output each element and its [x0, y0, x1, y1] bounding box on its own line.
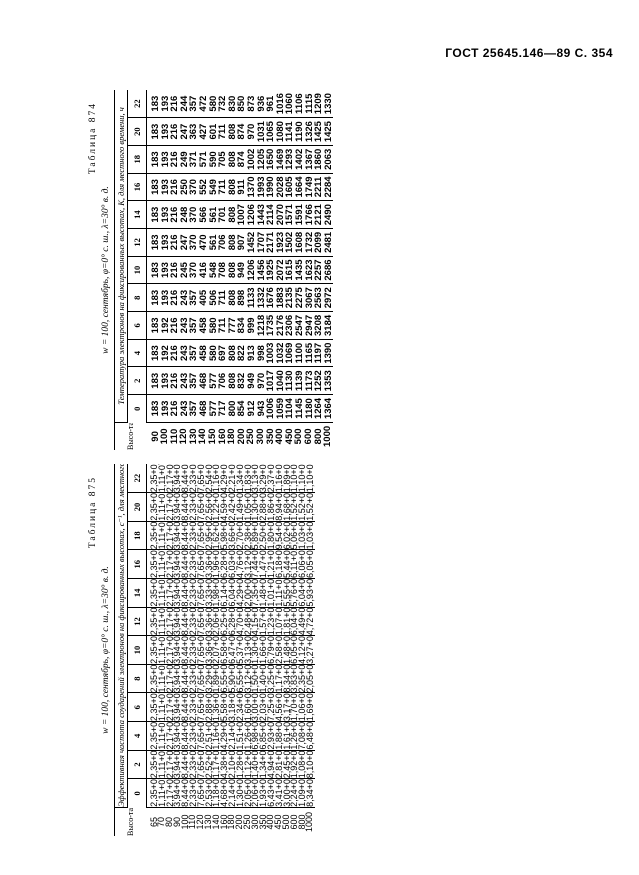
table-cell-value: 6,05+01: [304, 549, 315, 579]
time-column-header: 2: [127, 366, 147, 395]
table-body-row: 65 70 80 90 100 110 120 130 140 160 180 200 250 300 35…: [146, 464, 315, 836]
time-column-header: 6: [127, 692, 147, 722]
time-column-header: 8: [127, 283, 147, 312]
table-cell-value: 6,48+01: [304, 721, 315, 750]
time-values-cell: 2,35+07 1,11+07 2,17+06 3,94+05 8,44+04 2,33+…: [146, 692, 315, 722]
time-values-cell: 183 193 216 243 357 468 577 717 800 854 912 943 1006…: [146, 394, 334, 423]
table-cell-value: 1,69+01: [304, 692, 315, 722]
table-875-subcaption: w = 100, сентябрь, φ=0° с. ш., λ=30° в. …: [101, 566, 111, 734]
table-cell-value: 1425: [322, 121, 334, 143]
time-column-header: 22: [127, 464, 147, 493]
time-column-header: 4: [127, 339, 147, 367]
height-value: 1000: [322, 425, 334, 447]
table-cell-value: 2972: [322, 287, 334, 309]
table-cell-value: 4,72+01: [304, 607, 315, 636]
time-values-cell: 2,35+07 1,11+07 2,17+06 3,94+05 8,44+04 2,33+…: [146, 778, 315, 808]
height-column-header: Высо-та, км: [114, 807, 147, 836]
time-values-cell: 183 193 216 247 363 427 601 711 808 874 970 1031 106…: [146, 117, 334, 146]
table-875-description: Эффективная частота соударений электроно…: [114, 464, 128, 808]
time-values-cell: 2,35+07 1,11+07 2,17+06 3,94+05 8,44+04 2,33+…: [146, 750, 315, 779]
table-874-subcaption: w = 100, сентябрь, φ=0° с. ш., λ=30° в. …: [101, 186, 111, 354]
time-values-cell: 183 193 216 250 370 552 549 711 808 911 1370 1993 19…: [146, 173, 334, 201]
time-column-header: 18: [127, 521, 147, 550]
table-cell-value: 5,93+01: [304, 578, 315, 607]
time-column-header: 4: [127, 721, 147, 751]
time-values-cell: 183 193 216 243 357 468 577 706 808 832 949 970 1017…: [146, 366, 334, 395]
table-cell-value: 8,34+01: [304, 778, 315, 807]
time-column-header: 12: [127, 228, 147, 257]
time-column-header: 2: [127, 750, 147, 779]
table-cell-value: 2284: [322, 176, 334, 198]
table-874-block: Таблица 874 w = 100, сентябрь, φ=0° с. ш…: [88, 90, 608, 450]
time-column-header: 16: [127, 549, 147, 579]
time-values-cell: 2,35+07 1,11+07 2,17+06 3,94+05 8,44+04 2,33+…: [146, 464, 315, 493]
table-cell-value: 3,27+01: [304, 635, 315, 664]
table-875-block: Таблица 875 w = 100, сентябрь, φ=0° с. ш…: [88, 464, 608, 836]
table-cell-value: 1353: [322, 370, 334, 392]
time-values-cell: 183 192 216 243 357 458 580 697 808 822 913 998 1003…: [146, 339, 334, 367]
time-column-header: 0: [127, 394, 147, 423]
time-column-header: 14: [127, 200, 147, 229]
time-column-header: 0: [127, 778, 147, 808]
height-values-cell: 90 100 110 120 130 140 150 160 180 200 250 300 350 40…: [147, 422, 334, 450]
time-values-cell: 2,35+07 1,11+07 2,17+06 3,94+05 8,44+04 2,33+…: [146, 607, 315, 636]
time-values-cell: 2,35+07 1,11+07 2,17+06 3,94+05 8,44+04 2,33+…: [146, 635, 315, 665]
table-875: Высо-та, км Эффективная частота соударен…: [114, 464, 315, 836]
table-cell-value: 2063: [322, 148, 334, 170]
time-column-header: 22: [127, 90, 147, 118]
time-column-header: 8: [127, 664, 147, 693]
table-cell-value: 1,52+02: [304, 492, 315, 521]
time-column-header: 12: [127, 607, 147, 636]
table-cell-value: 3184: [322, 314, 334, 336]
time-column-header: 18: [127, 145, 147, 174]
table-cell-value: 2,05+01: [304, 664, 315, 693]
time-column-header: 20: [127, 117, 147, 146]
height-value: 1000: [304, 811, 315, 832]
page-header: ГОСТ 25645.146—89 С. 354: [445, 46, 613, 60]
table-cell-value: 1,10+02: [304, 464, 315, 493]
time-values-cell: 183 193 216 248 370 566 561 701 808 1007 1206 1443 2…: [146, 200, 334, 229]
table-874-description: Температура электронов на фиксированных …: [114, 90, 128, 423]
table-875-caption: Таблица 875: [88, 476, 98, 549]
table-cell-value: 8,10+01: [304, 750, 315, 779]
table-cell-value: 1364: [322, 397, 334, 420]
time-column-header: 20: [127, 492, 147, 522]
time-values-cell: 2,35+07 1,11+07 2,17+06 3,94+05 8,44+04 2,33+…: [146, 578, 315, 608]
time-values-cell: 183 193 216 245 370 416 548 708 808 949 1206 1456 19…: [146, 256, 334, 284]
time-column-header: 10: [127, 256, 147, 284]
time-values-cell: 183 192 216 243 357 458 580 711 777 834 999 1218 173…: [146, 311, 334, 340]
table-874-caption: Таблица 874: [88, 102, 98, 175]
table-body-row: 90 100 110 120 130 140 150 160 180 200 250 300 350 40…: [146, 90, 334, 450]
table-cell-value: 2686: [322, 259, 334, 281]
time-values-cell: 2,35+07 1,11+07 2,17+06 3,94+05 8,44+04 2,33+…: [146, 492, 315, 522]
time-values-cell: 183 193 216 249 371 571 590 705 808 874 1002 1205 16…: [146, 145, 334, 174]
height-values-cell: 65 70 80 90 100 110 120 130 140 160 180 200 250 300 35…: [147, 807, 315, 836]
table-cell-value: 1330: [322, 93, 334, 115]
table-cell-value: 1,03+02: [304, 521, 315, 550]
time-column-header: 10: [127, 635, 147, 665]
table-874: Высо-та, км Температура электронов на фи…: [114, 90, 334, 450]
time-column-header: 14: [127, 578, 147, 608]
time-values-cell: 2,35+07 1,11+07 2,17+06 3,94+05 8,44+04 2,33+…: [146, 664, 315, 693]
time-values-cell: 183 193 216 247 370 470 561 706 808 907 1452 1707 21…: [146, 228, 334, 257]
time-values-cell: 2,35+07 1,11+07 2,17+06 3,94+05 8,44+04 2,33+…: [146, 521, 315, 550]
time-values-cell: 183 193 216 244 357 472 580 732 830 850 873 936 961 1…: [146, 90, 334, 118]
table-cell-value: 2490: [322, 204, 334, 226]
table-cell-value: 1390: [322, 342, 334, 364]
time-values-cell: 2,35+07 1,11+07 2,17+06 3,94+05 8,44+04 2,33+…: [146, 721, 315, 751]
time-values-cell: 183 193 216 243 357 405 506 711 808 898 1133 1332 16…: [146, 283, 334, 312]
time-column-header: 16: [127, 173, 147, 201]
height-column-header: Высо-та, км: [114, 422, 147, 450]
time-column-header: 6: [127, 311, 147, 340]
table-cell-value: 2481: [322, 231, 334, 253]
time-values-cell: 2,35+07 1,11+07 2,17+06 3,94+05 8,44+04 2,33+…: [146, 549, 315, 579]
